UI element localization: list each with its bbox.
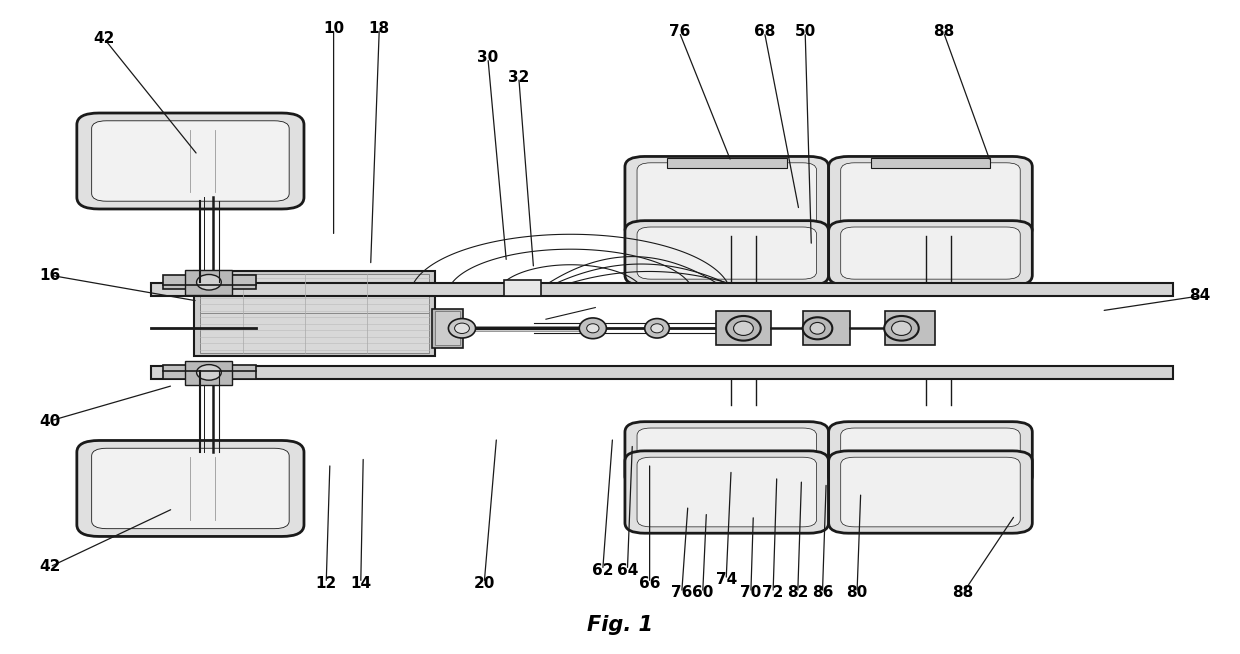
- FancyBboxPatch shape: [828, 422, 1033, 487]
- Text: 16: 16: [40, 267, 61, 283]
- Bar: [435, 311, 460, 345]
- Text: 18: 18: [368, 21, 389, 36]
- Ellipse shape: [734, 321, 754, 336]
- FancyBboxPatch shape: [841, 457, 1021, 527]
- Text: 60: 60: [692, 585, 713, 600]
- Bar: [186, 270, 232, 294]
- Ellipse shape: [727, 316, 760, 341]
- Text: 72: 72: [763, 585, 784, 600]
- Text: 42: 42: [38, 559, 61, 574]
- FancyBboxPatch shape: [841, 428, 1021, 480]
- Bar: [151, 366, 1173, 379]
- FancyBboxPatch shape: [77, 441, 304, 536]
- Text: 88: 88: [932, 24, 954, 39]
- Text: 76: 76: [668, 24, 689, 39]
- Text: 10: 10: [324, 21, 345, 36]
- Text: 82: 82: [787, 585, 808, 600]
- FancyBboxPatch shape: [77, 113, 304, 209]
- Bar: [433, 309, 464, 348]
- Bar: [201, 274, 429, 353]
- FancyBboxPatch shape: [625, 422, 828, 487]
- FancyBboxPatch shape: [625, 451, 828, 533]
- FancyBboxPatch shape: [828, 156, 1033, 239]
- FancyBboxPatch shape: [637, 163, 816, 232]
- Text: 32: 32: [508, 70, 529, 85]
- FancyBboxPatch shape: [828, 220, 1033, 286]
- Text: 42: 42: [93, 31, 114, 46]
- Text: 20: 20: [474, 576, 495, 591]
- Text: 86: 86: [812, 585, 833, 600]
- Ellipse shape: [892, 321, 911, 336]
- Text: 68: 68: [754, 24, 775, 39]
- Text: 12: 12: [315, 576, 337, 591]
- Bar: [186, 361, 232, 385]
- FancyBboxPatch shape: [625, 220, 828, 286]
- Text: Fig. 1: Fig. 1: [587, 615, 653, 635]
- Text: 88: 88: [952, 585, 973, 600]
- Bar: [870, 158, 991, 168]
- Text: 70: 70: [740, 585, 761, 600]
- Ellipse shape: [884, 316, 919, 341]
- Text: 62: 62: [591, 562, 614, 577]
- Ellipse shape: [197, 275, 221, 290]
- Ellipse shape: [802, 317, 832, 339]
- FancyBboxPatch shape: [637, 457, 816, 527]
- Ellipse shape: [197, 365, 221, 380]
- Text: 84: 84: [1189, 288, 1210, 303]
- Ellipse shape: [579, 318, 606, 339]
- Bar: [667, 158, 786, 168]
- Ellipse shape: [587, 324, 599, 333]
- Text: 40: 40: [40, 413, 61, 428]
- FancyBboxPatch shape: [841, 163, 1021, 232]
- Bar: [717, 311, 770, 345]
- Bar: [802, 311, 849, 345]
- Text: 64: 64: [616, 562, 639, 577]
- Bar: [885, 311, 935, 345]
- Ellipse shape: [645, 318, 670, 338]
- FancyBboxPatch shape: [637, 227, 816, 279]
- Ellipse shape: [810, 322, 825, 334]
- Text: 66: 66: [639, 576, 661, 591]
- Ellipse shape: [651, 324, 663, 333]
- Bar: [503, 280, 541, 296]
- Bar: [195, 271, 435, 356]
- FancyBboxPatch shape: [828, 451, 1033, 533]
- Text: 50: 50: [795, 24, 816, 39]
- FancyBboxPatch shape: [92, 121, 289, 201]
- Bar: [151, 283, 1173, 296]
- Text: 14: 14: [350, 576, 371, 591]
- FancyBboxPatch shape: [637, 428, 816, 480]
- FancyBboxPatch shape: [625, 156, 828, 239]
- FancyBboxPatch shape: [92, 448, 289, 528]
- Text: 76: 76: [671, 585, 692, 600]
- Bar: [164, 365, 255, 379]
- Ellipse shape: [449, 318, 476, 338]
- Bar: [164, 275, 255, 289]
- Text: 80: 80: [847, 585, 868, 600]
- FancyBboxPatch shape: [841, 227, 1021, 279]
- Ellipse shape: [455, 323, 470, 334]
- Text: 30: 30: [477, 50, 498, 65]
- Text: 74: 74: [715, 572, 737, 587]
